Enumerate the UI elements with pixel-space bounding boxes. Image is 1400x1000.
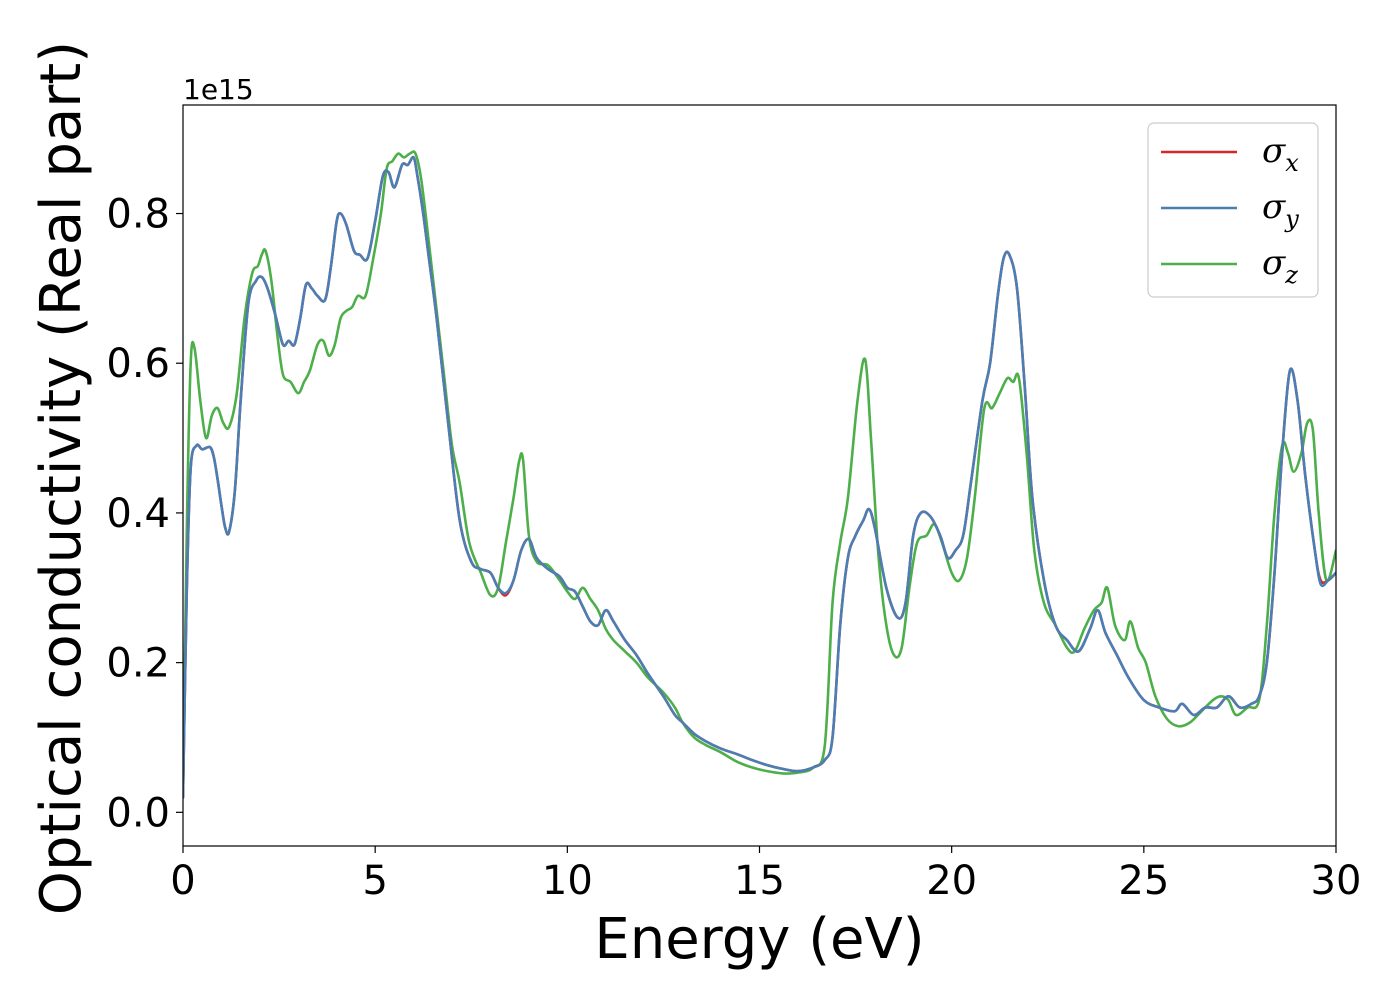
- x-tick-label: 20: [926, 858, 977, 904]
- y-tick-label: 0.6: [106, 341, 170, 387]
- x-tick-label: 10: [542, 858, 593, 904]
- legend-label-x: σx: [1262, 131, 1299, 177]
- x-tick-label: 0: [170, 858, 195, 904]
- legend-label-y: σy: [1262, 187, 1299, 233]
- legend-subscript: y: [1284, 205, 1299, 233]
- x-axis-title: Energy (eV): [594, 907, 924, 972]
- series-line-z: [183, 150, 1336, 799]
- legend-symbol: σ: [1262, 187, 1286, 227]
- legend-subscript: z: [1284, 261, 1298, 289]
- legend-label-z: σz: [1262, 243, 1298, 289]
- y-tick-label: 0.2: [106, 641, 170, 687]
- x-tick-label: 25: [1118, 858, 1169, 904]
- x-tick-label: 15: [734, 858, 785, 904]
- y-axis-title: Optical conductivity (Real part): [29, 41, 94, 915]
- series-layer: [183, 150, 1336, 799]
- x-tick-label: 30: [1311, 858, 1362, 904]
- legend-symbol: σ: [1262, 243, 1286, 283]
- series-line-y: [183, 155, 1336, 799]
- legend-subscript: x: [1285, 149, 1299, 177]
- x-tick-label: 5: [362, 858, 387, 904]
- y-axis: 0.0 0.2 0.4 0.6 0.8: [106, 192, 183, 836]
- legend-box: [1147, 122, 1319, 298]
- legend-symbol: σ: [1262, 131, 1286, 171]
- y-tick-label: 0.8: [106, 192, 170, 238]
- y-tick-label: 0.4: [106, 491, 170, 537]
- y-offset-label: 1e15: [183, 73, 254, 106]
- x-axis: 0 5 10 15 20 25 30: [170, 846, 1361, 904]
- y-tick-label: 0.0: [106, 790, 170, 836]
